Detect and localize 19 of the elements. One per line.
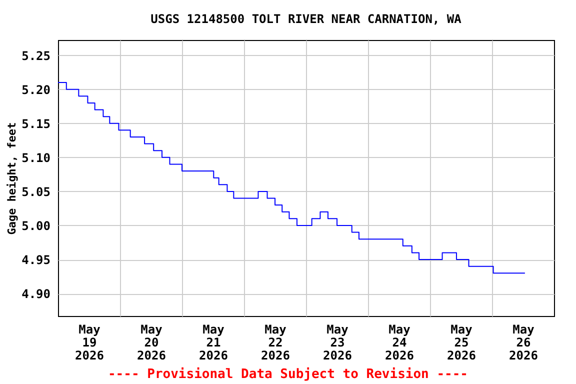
x-tick-label: May 22 2026	[261, 322, 290, 362]
y-tick-label: 5.05	[22, 184, 50, 199]
y-axis-title: Gage height, feet	[6, 122, 19, 235]
y-tick-label: 5.20	[22, 82, 50, 97]
y-tick-label: 5.00	[22, 218, 50, 233]
y-tick-label: 5.15	[22, 116, 50, 131]
x-tick-label: May 19 2026	[75, 322, 104, 362]
y-tick-label: 5.10	[22, 150, 50, 165]
y-tick-label: 4.95	[22, 253, 50, 268]
x-tick-label: May 23 2026	[323, 322, 352, 362]
x-tick-label: May 26 2026	[509, 322, 538, 362]
chart-title: USGS 12148500 TOLT RIVER NEAR CARNATION, WA	[150, 12, 462, 26]
text: ---- Provisional Data Subject to Revision ----	[106, 367, 470, 382]
x-tick-label: May 20 2026	[137, 322, 166, 362]
y-tick-label: 5.25	[22, 48, 50, 63]
x-tick-label: May 24 2026	[385, 322, 414, 362]
y-tick-label: 4.90	[22, 287, 50, 302]
x-tick-label: May 25 2026	[447, 322, 476, 362]
x-tick-label: May 21 2026	[199, 322, 228, 362]
